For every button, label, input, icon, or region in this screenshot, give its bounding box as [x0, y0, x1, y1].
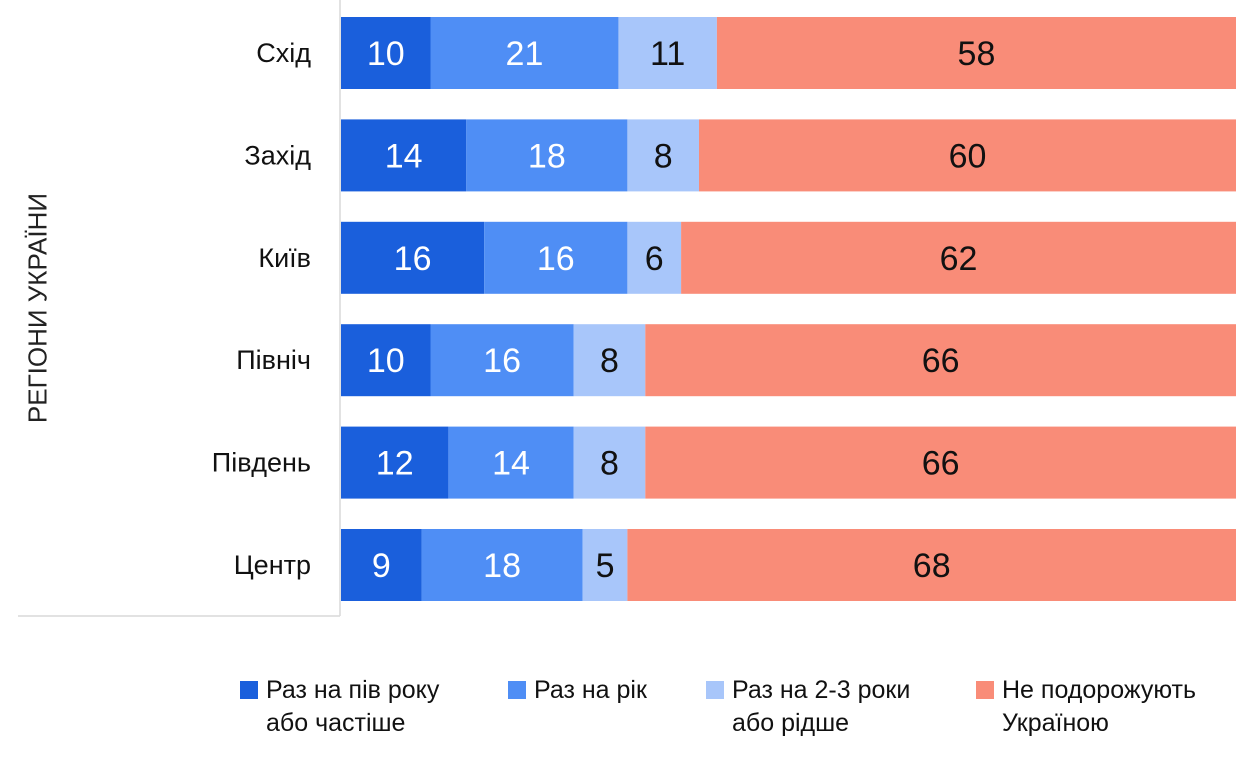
category-label: Південь: [212, 448, 311, 478]
category-label: Київ: [258, 243, 311, 273]
category-label: Центр: [234, 550, 311, 580]
data-label: 12: [376, 445, 414, 483]
legend-label-4: Не подорожують Україною: [1002, 676, 1196, 737]
data-label: 66: [922, 342, 960, 380]
bar-segment: [627, 119, 699, 192]
legend-swatch-2: [508, 681, 526, 699]
data-label: 10: [367, 342, 405, 380]
category-label: Північ: [236, 345, 311, 375]
data-label: 68: [913, 547, 951, 585]
data-label: 14: [492, 445, 530, 483]
data-label: 6: [645, 240, 664, 278]
bar-segment: [448, 426, 574, 499]
bar-segment: [430, 324, 574, 397]
data-label: 66: [922, 445, 960, 483]
bar-segment: [341, 324, 431, 397]
data-label: 62: [940, 240, 978, 278]
bar-segment: [627, 221, 682, 294]
data-label: 14: [385, 137, 423, 175]
data-label: 18: [528, 137, 566, 175]
legend-item-3: Раз на 2-3 роки або рідше: [706, 674, 910, 740]
bar-segment: [341, 221, 485, 294]
bar-segment: [341, 17, 431, 89]
legend-swatch-1: [240, 681, 258, 699]
data-label: 11: [650, 35, 685, 73]
bar-segment: [716, 17, 1236, 89]
legend-swatch-4: [976, 681, 994, 699]
bar-segment: [341, 426, 449, 499]
data-label: 58: [958, 35, 996, 73]
bar-segment: [573, 324, 646, 397]
data-label: 8: [654, 137, 673, 175]
bar-segment: [573, 426, 646, 499]
bar-segment: [699, 119, 1236, 192]
bar-segment: [421, 529, 583, 601]
category-label: Схід: [256, 38, 311, 68]
bar-segment: [430, 17, 619, 89]
bar-segment: [645, 324, 1236, 397]
data-label: 9: [372, 547, 391, 585]
data-label: 21: [506, 35, 544, 73]
legend-label-2: Раз на рік: [534, 676, 647, 704]
bar-segment: [341, 529, 422, 601]
data-label: 60: [949, 137, 987, 175]
bar-segment: [466, 119, 628, 192]
data-label: 10: [367, 35, 405, 73]
legend-item-1: Раз на пів року або частіше: [240, 674, 439, 740]
bar-segment: [627, 529, 1236, 601]
data-label: 5: [596, 547, 615, 585]
legend-item-4: Не подорожують Україною: [976, 674, 1196, 740]
bar-segment: [582, 529, 628, 601]
bar-segment: [618, 17, 717, 89]
data-label: 18: [483, 547, 521, 585]
legend-label-1: Раз на пів року або частіше: [266, 676, 440, 737]
bar-segment: [681, 221, 1236, 294]
data-label: 8: [600, 445, 619, 483]
data-label: 8: [600, 342, 619, 380]
legend-item-2: Раз на рік: [508, 674, 647, 707]
data-label: 16: [394, 240, 432, 278]
bar-segment: [341, 119, 467, 192]
category-label: Захід: [244, 140, 311, 170]
data-label: 16: [483, 342, 521, 380]
bar-segment: [484, 221, 628, 294]
y-axis-title: РЕГІОНИ УКРАЇНИ: [22, 192, 53, 424]
legend-swatch-3: [706, 681, 724, 699]
bar-segment: [645, 426, 1236, 499]
legend-label-3: Раз на 2-3 роки або рідше: [732, 676, 911, 737]
data-label: 16: [537, 240, 575, 278]
